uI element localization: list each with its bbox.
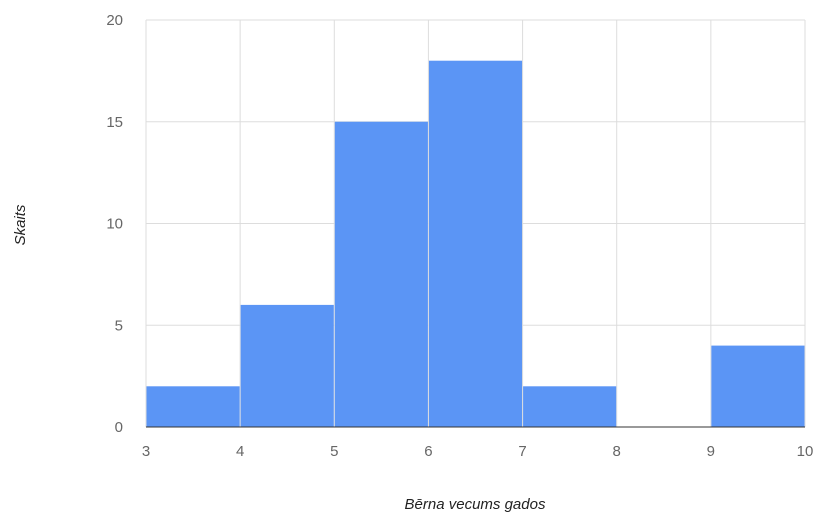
chart-bars [146, 60, 805, 427]
x-tick-label-9: 9 [707, 443, 715, 460]
x-tick-label-5: 5 [330, 443, 338, 460]
x-tick-label-7: 7 [518, 443, 526, 460]
x-tick-label-6: 6 [424, 443, 432, 460]
y-tick-label-10: 10 [106, 216, 123, 233]
x-tick-label-8: 8 [613, 443, 621, 460]
histogram-bar-4-5 [240, 304, 334, 427]
histogram-bar-5-6 [334, 121, 428, 427]
histogram-bar-3-4 [146, 386, 240, 427]
y-tick-label-20: 20 [106, 12, 123, 29]
y-tick-label-5: 5 [115, 317, 123, 334]
x-tick-label-10: 10 [797, 443, 814, 460]
x-axis-title: Bērna vecums gados [405, 496, 546, 513]
histogram-bar-7-8 [523, 386, 617, 427]
x-tick-label-3: 3 [142, 443, 150, 460]
histogram-bar-9-10 [711, 345, 805, 427]
y-axis-title: Skaits [12, 204, 29, 245]
x-axis-tick-labels: 3 4 5 6 7 8 9 10 [142, 443, 814, 460]
histogram-bar-6-7 [428, 60, 523, 427]
y-axis-tick-labels: 0 5 10 15 20 [106, 12, 123, 436]
x-tick-label-4: 4 [236, 443, 244, 460]
y-tick-label-15: 15 [106, 114, 123, 131]
y-tick-label-0: 0 [115, 419, 123, 436]
